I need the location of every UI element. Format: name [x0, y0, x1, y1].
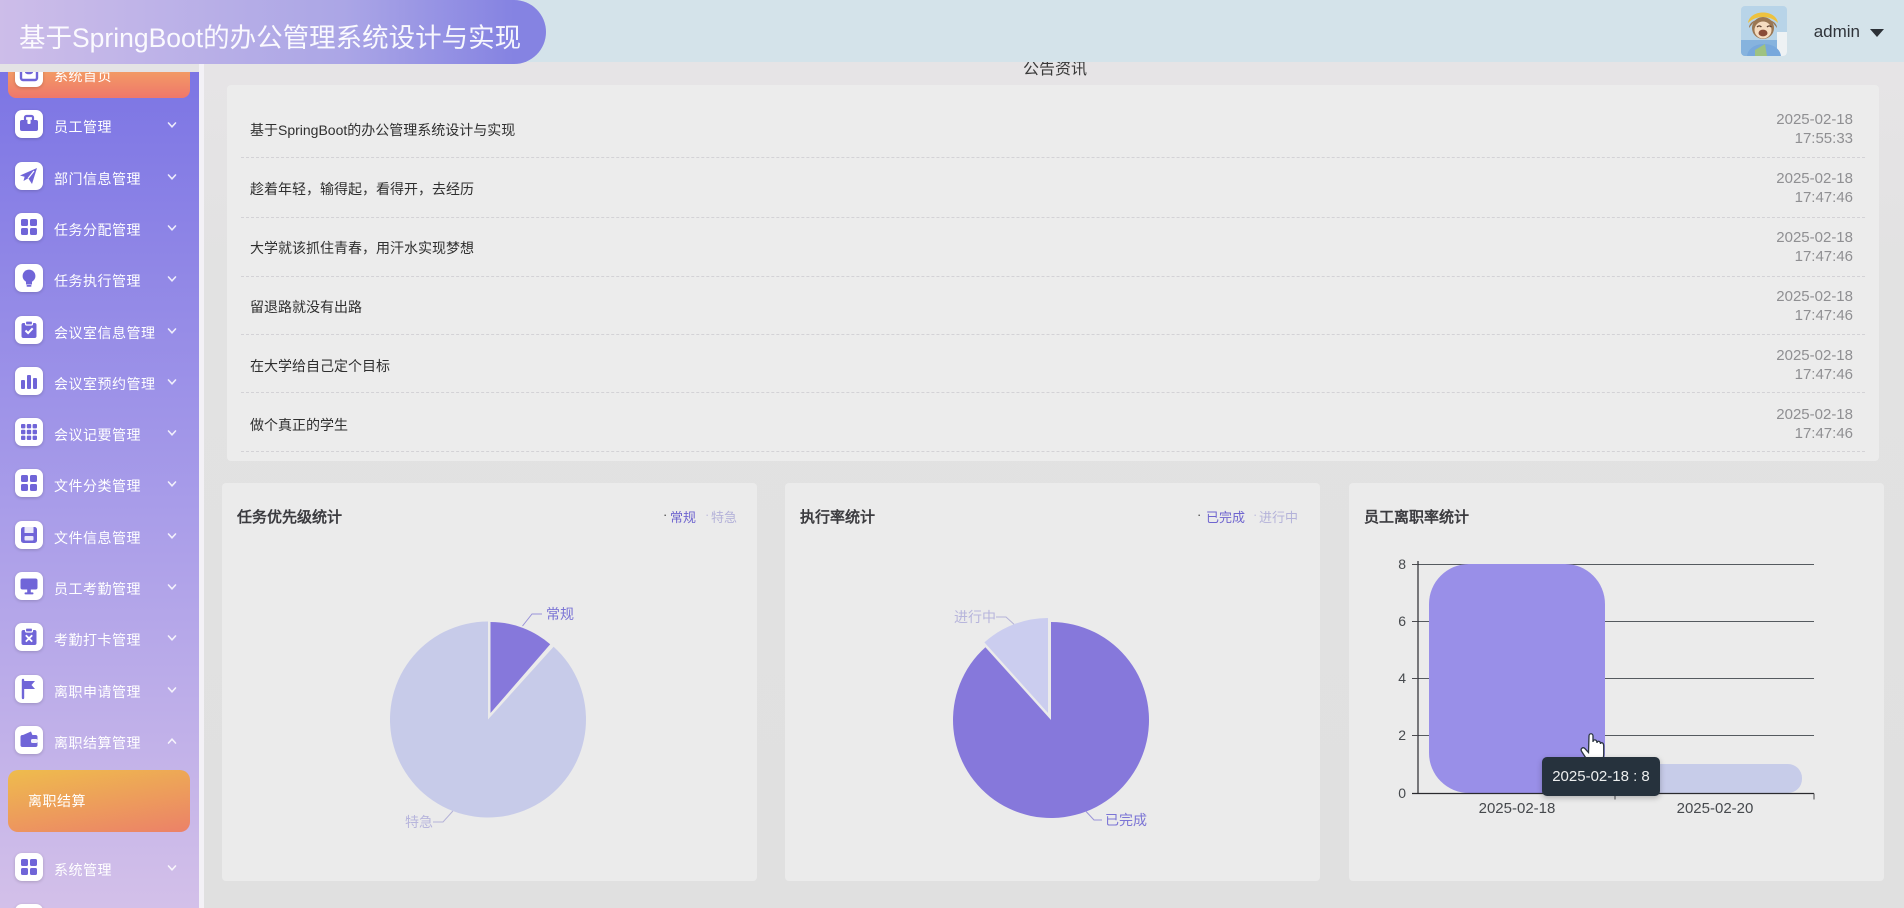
svg-text:8: 8: [1398, 556, 1406, 572]
svg-text:4: 4: [1398, 670, 1406, 686]
svg-text:常规: 常规: [546, 606, 574, 622]
svg-text:2025-02-18: 2025-02-18: [1479, 800, 1556, 817]
svg-text:6: 6: [1398, 613, 1406, 629]
svg-text:已完成: 已完成: [1105, 812, 1147, 828]
svg-text:2025-02-20: 2025-02-20: [1677, 800, 1754, 817]
svg-text:进行中: 进行中: [954, 609, 996, 625]
svg-text:特急: 特急: [405, 814, 433, 830]
svg-text:0: 0: [1398, 785, 1406, 801]
svg-text:2: 2: [1398, 727, 1406, 743]
